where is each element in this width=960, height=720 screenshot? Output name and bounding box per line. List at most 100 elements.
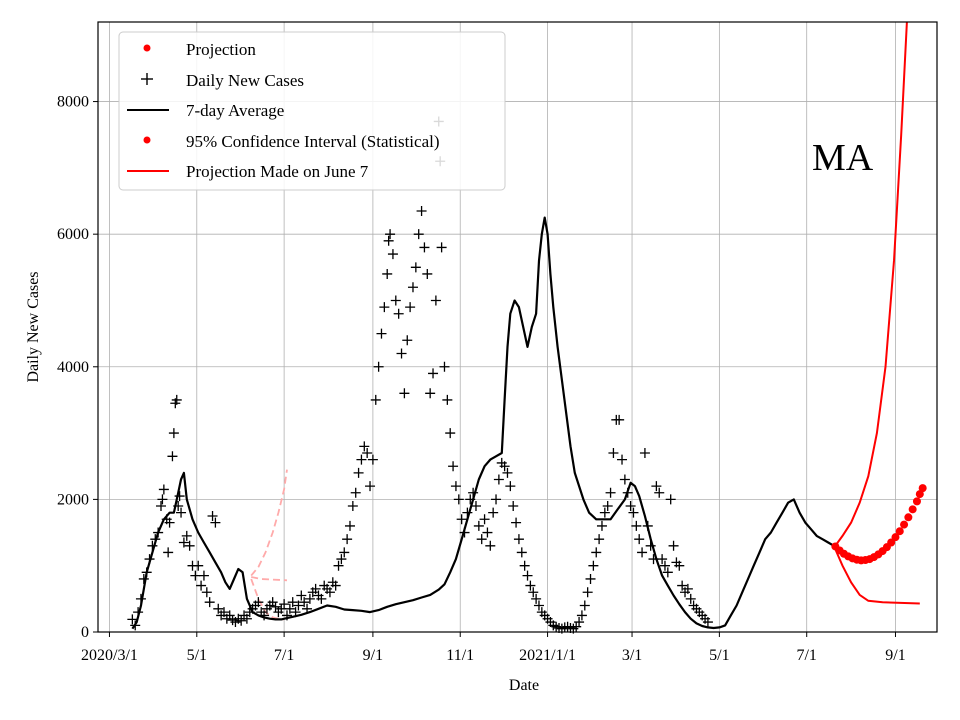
daily-cases-point	[430, 295, 441, 306]
daily-cases-point	[614, 414, 625, 425]
plot-frame	[97, 21, 938, 633]
daily-cases-point	[367, 454, 378, 465]
daily-cases-point	[682, 583, 693, 594]
daily-cases-point	[333, 560, 344, 571]
projection-june7-line	[250, 578, 285, 621]
y-tick-label: 4000	[57, 359, 89, 376]
daily-cases-point	[499, 461, 510, 472]
daily-cases-point	[579, 600, 590, 611]
daily-cases-point	[488, 507, 499, 518]
daily-cases-point	[631, 520, 642, 531]
x-tick-label: 7/1	[796, 647, 816, 664]
daily-cases-point	[190, 570, 201, 581]
daily-cases-point	[157, 494, 168, 505]
y-tick-label: 6000	[57, 226, 89, 243]
daily-cases-point	[639, 447, 650, 458]
projection-point	[908, 505, 917, 514]
daily-cases-point	[163, 547, 174, 558]
daily-cases-point	[470, 501, 481, 512]
daily-cases-point	[493, 474, 504, 485]
x-tick-label: 3/1	[622, 647, 642, 664]
daily-cases-point	[491, 494, 502, 505]
daily-cases-point	[287, 597, 298, 608]
state-label: MA	[812, 137, 874, 179]
daily-cases-point	[171, 394, 182, 405]
daily-cases-point	[608, 447, 619, 458]
projection-june7-line	[250, 469, 288, 577]
projection-point	[915, 490, 924, 499]
projection-point	[887, 538, 896, 547]
daily-cases-point	[168, 428, 179, 439]
daily-cases-point	[605, 487, 616, 498]
daily-cases-point	[193, 560, 204, 571]
legend-marker-daily-cases	[141, 73, 153, 85]
daily-cases-point	[516, 547, 527, 558]
confidence-upper-line	[834, 21, 908, 547]
daily-cases-point	[522, 570, 533, 581]
daily-cases-point	[574, 617, 585, 628]
daily-cases-point	[448, 461, 459, 472]
daily-cases-point	[525, 580, 536, 591]
daily-cases-point	[428, 368, 439, 379]
daily-cases-point	[513, 534, 524, 545]
daily-cases-point	[479, 514, 490, 525]
daily-cases-point	[419, 242, 430, 253]
daily-cases-point	[155, 501, 166, 512]
daily-cases-point	[164, 517, 175, 528]
daily-cases-point	[198, 570, 209, 581]
legend-box	[118, 31, 506, 191]
daily-cases-point	[596, 520, 607, 531]
daily-cases-point	[651, 481, 662, 492]
daily-cases-point	[296, 590, 307, 601]
daily-cases-point	[387, 249, 398, 260]
daily-cases-point	[659, 560, 670, 571]
daily-cases-point	[210, 517, 221, 528]
projection-point	[918, 484, 927, 493]
daily-cases-point	[511, 517, 522, 528]
daily-cases-point	[241, 613, 252, 624]
daily-cases-point	[373, 361, 384, 372]
daily-cases-point	[485, 540, 496, 551]
daily-cases-point	[602, 501, 613, 512]
daily-cases-point	[619, 474, 630, 485]
daily-cases-point	[158, 484, 169, 495]
daily-cases-point	[505, 481, 516, 492]
daily-cases-point	[350, 487, 361, 498]
y-tick-label: 2000	[57, 491, 89, 508]
daily-cases-point	[138, 573, 149, 584]
x-tick-label: 7/1	[274, 647, 294, 664]
daily-cases-point	[236, 615, 247, 626]
series-layer	[127, 21, 927, 634]
daily-cases-point	[508, 501, 519, 512]
daily-cases-point	[362, 447, 373, 458]
legend-label-projection: Projection	[186, 40, 256, 59]
daily-cases-point	[393, 308, 404, 319]
daily-cases-point	[410, 262, 421, 273]
daily-cases-point	[284, 603, 295, 614]
daily-cases-point	[702, 617, 713, 628]
daily-cases-point	[405, 302, 416, 313]
daily-cases-point	[588, 560, 599, 571]
y-axis-label: Daily New Cases	[25, 271, 42, 382]
daily-cases-point	[279, 599, 290, 610]
daily-cases-point	[665, 494, 676, 505]
daily-cases-point	[253, 597, 264, 608]
daily-cases-point	[304, 593, 315, 604]
y-tick-label: 8000	[57, 94, 89, 111]
daily-cases-point	[685, 593, 696, 604]
ticks-layer: 2020/3/1 5/1 7/1 9/1 11/1 2021/1/1 3/1 5/1 7/1 9/…	[57, 94, 906, 664]
legend-marker-confidence-interval	[143, 136, 151, 144]
daily-cases-point	[310, 583, 321, 594]
legend-marker-projection	[143, 44, 151, 52]
seven-day-average-line	[131, 216, 835, 630]
daily-cases-point	[174, 491, 185, 502]
projection-june7-line	[251, 576, 288, 582]
daily-cases-point	[657, 554, 668, 565]
daily-cases-point	[591, 547, 602, 558]
daily-cases-point	[370, 394, 381, 405]
daily-cases-point	[176, 507, 187, 518]
projection-point	[904, 513, 913, 522]
daily-cases-point	[399, 388, 410, 399]
daily-cases-point	[531, 593, 542, 604]
